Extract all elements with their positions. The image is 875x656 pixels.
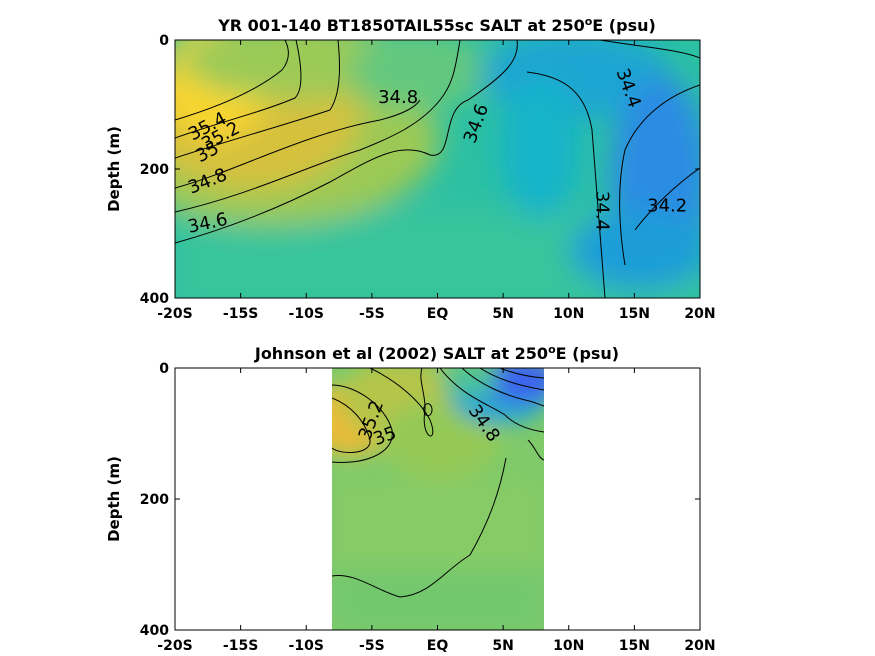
top-chart-title: YR 001-140 BT1850TAIL55sc SALT at 250oE … xyxy=(217,15,656,35)
bottom-y-tick-label: 0 xyxy=(159,361,169,377)
bottom-chart-title: Johnson et al (2002) SALT at 250oE (psu) xyxy=(254,343,619,363)
top-x-tick-label: 5N xyxy=(492,306,513,322)
bottom-x-tick-label: 20N xyxy=(684,638,715,654)
top-x-tick-label: -20S xyxy=(157,306,192,322)
bottom-contour-lines xyxy=(332,368,544,598)
top-x-tick-label: -10S xyxy=(289,306,324,322)
bottom-x-tick-label: 10N xyxy=(553,638,584,654)
top-heatmap xyxy=(175,40,700,298)
top-y-axis-label: Depth (m) xyxy=(105,126,123,212)
top-axes: -20S -15S -10S -5S EQ 5N 10N 15N 20N 0 200 400 xyxy=(140,33,716,322)
top-y-tick-label: 200 xyxy=(140,162,169,178)
bottom-x-tick-label: -5S xyxy=(359,638,385,654)
top-y-tick-label: 400 xyxy=(140,291,169,307)
top-chart: YR 001-140 BT1850TAIL55sc SALT at 250oE … xyxy=(105,15,716,322)
top-x-tick-label: 15N xyxy=(619,306,650,322)
bottom-chart: Johnson et al (2002) SALT at 250oE (psu) xyxy=(105,343,716,654)
bottom-x-tick-label: EQ xyxy=(427,638,449,654)
top-x-tick-label: -15S xyxy=(223,306,258,322)
top-contour-lines xyxy=(175,40,700,298)
top-y-tick-label: 0 xyxy=(159,33,169,49)
bottom-y-axis-label: Depth (m) xyxy=(105,456,123,542)
bottom-heatmap xyxy=(332,368,544,630)
bottom-x-tick-label: -10S xyxy=(289,638,324,654)
bottom-y-tick-label: 400 xyxy=(140,623,169,639)
top-x-tick-label: 20N xyxy=(684,306,715,322)
top-contour-label: 34.2 xyxy=(647,195,687,216)
top-x-tick-label: -5S xyxy=(359,306,385,322)
top-contour-label: 34.4 xyxy=(592,191,613,231)
bottom-x-tick-label: 5N xyxy=(492,638,513,654)
bottom-y-tick-label: 200 xyxy=(140,492,169,508)
top-contour-label: 34.8 xyxy=(378,87,418,108)
bottom-x-tick-label: 15N xyxy=(619,638,650,654)
bottom-axes: -20S -15S -10S -5S EQ 5N 10N 15N 20N 0 200 400 xyxy=(140,361,716,654)
bottom-x-tick-label: -15S xyxy=(223,638,258,654)
top-x-tick-label: EQ xyxy=(427,306,449,322)
top-x-tick-label: 10N xyxy=(553,306,584,322)
bottom-x-tick-label: -20S xyxy=(157,638,192,654)
